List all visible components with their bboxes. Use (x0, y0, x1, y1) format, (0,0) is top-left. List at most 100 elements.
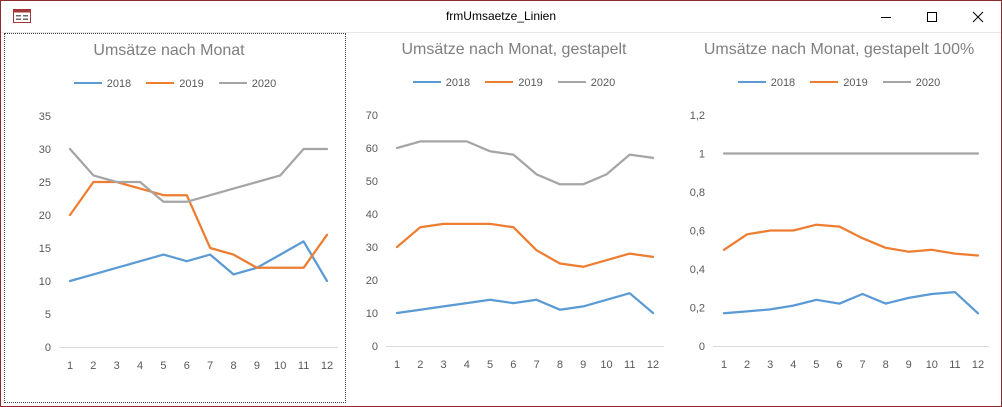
x-tick-label: 12 (647, 359, 659, 371)
x-tick-label: 9 (906, 359, 912, 371)
chart-umsaetze-nach-monat[interactable]: Umsätze nach Monat 2018 2019 2020 0 5 10 15… (4, 33, 346, 403)
chart-legend: 2018 2019 2020 (678, 77, 1000, 89)
x-tick-label: 6 (184, 360, 190, 372)
form-icon[interactable] (13, 9, 31, 23)
chart-title: Umsätze nach Monat, gestapelt 100% (703, 41, 975, 58)
legend-label: 2019 (843, 77, 868, 89)
x-tick-label: 4 (464, 359, 470, 371)
series-line-2018[interactable] (68, 240, 329, 283)
x-tick-label: 4 (137, 360, 143, 372)
chart-legend: 2018 2019 2020 (5, 78, 345, 90)
x-tick-label: 12 (972, 359, 984, 371)
legend-item-2019: 2019 (146, 78, 204, 90)
y-tick-label: 70 (366, 110, 378, 122)
y-tick-label: 25 (39, 177, 51, 189)
y-tick-label: 0,2 (690, 303, 705, 315)
chart-title: Umsätze nach Monat (93, 42, 245, 59)
legend-item-2020: 2020 (882, 77, 941, 89)
y-tick-label: 1,2 (690, 110, 705, 122)
x-tick-label: 3 (440, 359, 446, 371)
x-tick-label: 5 (487, 359, 493, 371)
series-line-2018[interactable] (395, 292, 655, 315)
y-tick-label: 0,4 (690, 264, 705, 276)
y-tick-label: 30 (39, 144, 51, 156)
series-line-2019[interactable] (395, 222, 655, 268)
y-tick-label: 10 (366, 308, 378, 320)
x-tick-label: 7 (207, 360, 213, 372)
title-bar[interactable]: frmUmsaetze_Linien (1, 1, 1001, 32)
legend-item-2019: 2019 (485, 77, 543, 89)
legend-label: 2018 (445, 77, 471, 89)
y-tick-label: 20 (366, 275, 378, 287)
maximize-icon (927, 12, 937, 22)
legend-label: 2020 (251, 78, 277, 90)
y-tick-label: 35 (39, 111, 51, 123)
x-tick-label: 1 (721, 359, 727, 371)
legend-item-2018: 2018 (737, 77, 796, 89)
close-button[interactable] (955, 1, 1001, 32)
minimize-button[interactable] (863, 1, 909, 32)
close-icon (972, 11, 984, 23)
chart-umsaetze-gestapelt-100[interactable]: Umsätze nach Monat, gestapelt 100% 2018 … (678, 33, 1000, 403)
y-tick-label: 0 (45, 342, 51, 354)
x-tick-label: 10 (926, 359, 938, 371)
x-tick-label: 8 (230, 360, 236, 372)
series-line-2019[interactable] (68, 180, 329, 269)
x-tick-label: 10 (274, 360, 286, 372)
legend-label: 2019 (179, 78, 204, 90)
chart-legend: 2018 2019 2020 (353, 77, 675, 89)
maximize-button[interactable] (909, 1, 955, 32)
legend-item-2019: 2019 (810, 77, 868, 89)
y-tick-label: 5 (45, 309, 51, 321)
x-tick-label: 6 (836, 359, 842, 371)
legend-item-2020: 2020 (557, 77, 616, 89)
window-title: frmUmsaetze_Linien (445, 9, 557, 23)
x-tick-label: 1 (394, 359, 400, 371)
plot-area: 00,20,40,60,811,21 2 3 4 5 6 7 8 9 10 11 12 (690, 110, 989, 371)
y-tick-label: 0 (699, 341, 705, 353)
x-tick-label: 12 (321, 360, 333, 372)
y-tick-label: 20 (39, 210, 51, 222)
x-tick-label: 2 (417, 359, 423, 371)
y-tick-label: 0 (372, 341, 378, 353)
y-tick-label: 0,8 (690, 187, 705, 199)
x-tick-label: 11 (624, 359, 635, 371)
x-tick-label: 7 (859, 359, 865, 371)
x-tick-label: 3 (767, 359, 773, 371)
x-tick-label: 9 (580, 359, 586, 371)
x-tick-label: 3 (114, 360, 120, 372)
legend-item-2020: 2020 (218, 78, 277, 90)
legend-label: 2018 (106, 78, 132, 90)
x-tick-label: 8 (883, 359, 889, 371)
legend-label: 2018 (770, 77, 796, 89)
chart-umsaetze-gestapelt[interactable]: Umsätze nach Monat, gestapelt 2018 2019 … (353, 33, 675, 403)
x-tick-label: 11 (298, 360, 309, 372)
series-line-2020[interactable] (395, 140, 655, 186)
series-line-2019[interactable] (722, 223, 980, 257)
x-tick-label: 10 (600, 359, 612, 371)
title-separator (1, 32, 1001, 33)
x-tick-label: 9 (254, 360, 260, 372)
y-tick-label: 10 (39, 276, 51, 288)
legend-label: 2020 (590, 77, 616, 89)
minimize-icon (881, 17, 891, 18)
y-tick-label: 15 (39, 243, 51, 255)
legend-label: 2019 (518, 77, 543, 89)
y-tick-label: 1 (699, 149, 705, 161)
x-tick-label: 5 (160, 360, 166, 372)
x-tick-label: 6 (510, 359, 516, 371)
x-tick-label: 4 (790, 359, 796, 371)
x-tick-label: 5 (813, 359, 819, 371)
y-tick-label: 50 (366, 176, 378, 188)
y-tick-label: 60 (366, 143, 378, 155)
x-tick-label: 8 (557, 359, 563, 371)
x-tick-label: 2 (90, 360, 96, 372)
series-line-2018[interactable] (722, 290, 980, 315)
series-line-2020[interactable] (68, 147, 329, 203)
x-tick-label: 1 (67, 360, 73, 372)
chart-title: Umsätze nach Monat, gestapelt (401, 41, 627, 58)
legend-label: 2020 (915, 77, 941, 89)
